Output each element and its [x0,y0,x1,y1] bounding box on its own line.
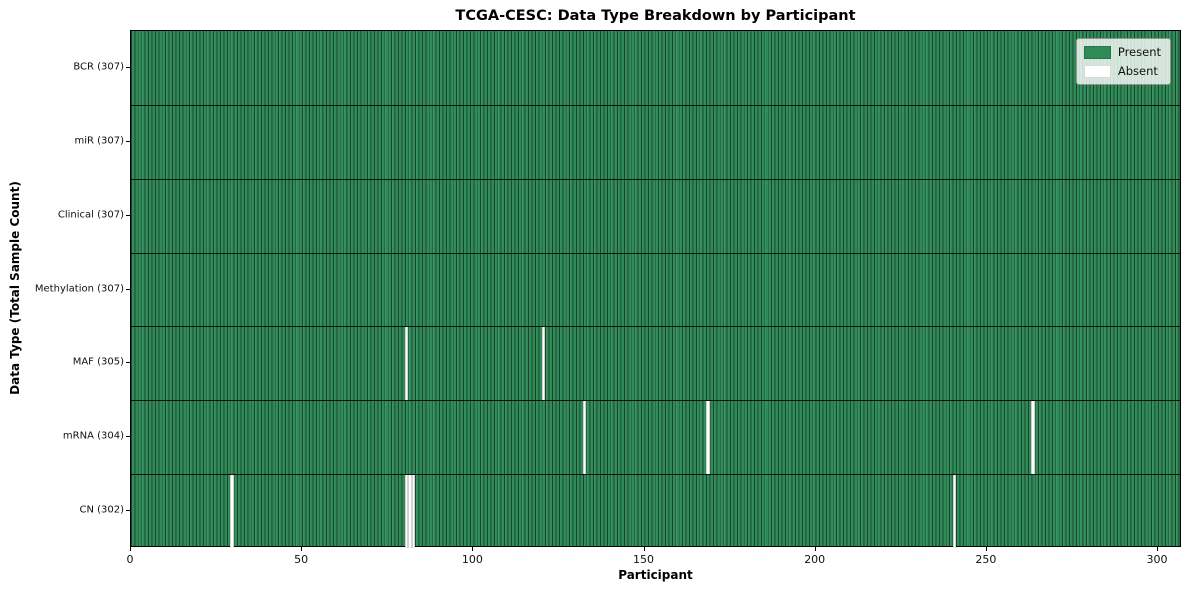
absent-cell-MAF-80 [404,327,409,401]
y-tick-mark [126,140,130,142]
x-tick-label-250: 250 [975,553,997,566]
x-tick-label-300: 300 [1146,553,1168,566]
plot-area: Present Absent [130,30,1181,548]
y-tick-mark [126,510,130,512]
x-tick-mark [472,547,474,551]
y-tick-mark [126,436,130,438]
y-axis-label: Data Type (Total Sample Count) [8,181,22,395]
heatmap-row-mRNA [131,400,1180,475]
x-tick-mark [1157,547,1159,551]
legend: Present Absent [1075,38,1171,85]
heatmap-row-Clinical [131,178,1180,253]
x-tick-label-200: 200 [804,553,826,566]
y-tick-label-CN: CN (302) [79,504,124,516]
y-tick-label-miR: miR (307) [74,135,124,147]
heatmap-row-Methylation [131,252,1180,327]
absent-cell-CN-80 [404,475,409,548]
legend-swatch-present [1083,45,1111,59]
x-tick-mark [130,547,131,551]
absent-cell-MAF-120 [541,327,546,401]
y-tick-mark [126,214,130,216]
heatmap-row-miR [131,104,1180,179]
legend-label: Absent [1117,64,1158,78]
x-tick-label-100: 100 [461,553,483,566]
absent-cell-CN-240 [952,475,957,548]
absent-cell-mRNA-168 [706,401,710,475]
x-tick-mark [643,547,645,551]
y-tick-label-MAF: MAF (305) [72,356,124,368]
x-tick-label-50: 50 [294,553,309,566]
absent-cell-CN-82 [411,475,416,548]
y-tick-mark [126,362,130,364]
y-tick-label-Clinical: Clinical (307) [57,209,124,221]
absent-cell-CN-29 [230,475,234,548]
x-axis-label: Participant [618,568,693,582]
absent-cell-CN-81 [408,475,412,548]
y-tick-label-mRNA: mRNA (304) [62,430,124,442]
y-tick-mark [126,66,130,68]
absent-cell-mRNA-132 [582,401,587,475]
absent-cell-mRNA-263 [1031,401,1035,475]
x-tick-mark [814,547,816,551]
x-tick-label-0: 0 [126,553,134,566]
legend-swatch-absent [1083,64,1111,78]
y-tick-label-BCR: BCR (307) [73,61,124,73]
legend-entry-absent: Absent [1083,64,1161,78]
legend-entry-present: Present [1083,45,1161,59]
y-tick-mark [126,288,130,290]
heatmap-row-CN [131,474,1180,548]
heatmap-row-BCR [131,31,1180,105]
chart-title: TCGA-CESC: Data Type Breakdown by Partic… [455,8,856,24]
y-tick-label-Methylation: Methylation (307) [34,283,124,294]
x-tick-label-150: 150 [633,553,655,566]
x-tick-mark [985,547,987,551]
x-tick-mark [301,547,303,551]
heatmap-row-MAF [131,326,1180,401]
legend-label: Present [1117,45,1161,59]
